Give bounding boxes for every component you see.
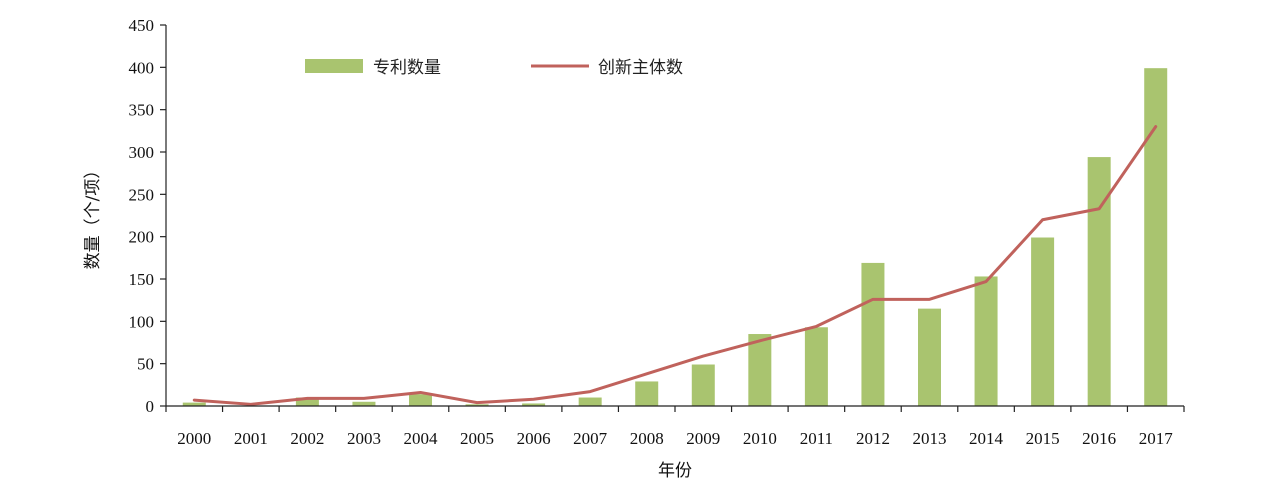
legend-swatch-patents (305, 59, 363, 73)
bar-2000 (182, 402, 206, 406)
y-axis-title: 数量（个/项） (83, 162, 103, 270)
y-tick-label: 50 (137, 355, 154, 374)
y-tick-label: 450 (129, 16, 155, 35)
bar-2004 (409, 394, 432, 406)
y-tick-label: 150 (129, 270, 155, 289)
x-tick-label: 2016 (1082, 429, 1116, 448)
x-tick-label: 2000 (177, 429, 211, 448)
bar-2014 (974, 276, 998, 406)
bar-2011 (804, 327, 828, 406)
bar-2006 (522, 403, 546, 406)
x-tick-label: 2010 (743, 429, 777, 448)
x-tick-label: 2003 (347, 429, 381, 448)
x-tick-label: 2012 (856, 429, 890, 448)
bar-2008 (635, 381, 659, 406)
y-tick-label: 250 (129, 185, 155, 204)
y-tick-label: 0 (146, 397, 155, 416)
line-layer (192, 125, 1158, 406)
x-tick-label: 2007 (573, 429, 608, 448)
bar-2017 (1144, 68, 1168, 407)
x-tick-label: 2014 (969, 429, 1004, 448)
bar-2016 (1087, 157, 1111, 406)
bar-2009 (691, 364, 715, 406)
legend-label-patents: 专利数量 (373, 58, 441, 78)
x-tick-label: 2015 (1026, 429, 1060, 448)
bar-2010 (748, 334, 772, 406)
x-tick-label: 2006 (517, 429, 551, 448)
y-tick-label: 400 (129, 58, 155, 77)
x-tick-label: 2017 (1139, 429, 1174, 448)
x-tick-label: 2009 (686, 429, 720, 448)
legend: 专利数量 创新主体数 (305, 58, 683, 78)
bar-2015 (1031, 237, 1055, 406)
y-tick-label: 200 (129, 228, 155, 247)
bar-2003 (352, 401, 376, 406)
x-tick-label: 2002 (290, 429, 324, 448)
bar-2012 (861, 262, 885, 406)
x-tick-label: 2005 (460, 429, 494, 448)
bar-2007 (578, 397, 602, 406)
y-tick-label: 300 (129, 143, 155, 162)
legend-label-innovators: 创新主体数 (598, 58, 683, 78)
x-tick-label: 2011 (800, 429, 833, 448)
line-innovators (192, 125, 1158, 406)
axes-layer: 0 50 100 150 200 250 300 350 400 450 2000 2001 2002 2… (129, 16, 1185, 448)
bar-2002 (295, 397, 319, 406)
bar-2005 (465, 404, 489, 406)
x-tick-label: 2008 (630, 429, 664, 448)
bar-2013 (918, 308, 941, 406)
x-tick-label: 2004 (404, 429, 439, 448)
x-tick-label: 2001 (234, 429, 268, 448)
y-tick-label: 100 (129, 312, 155, 331)
y-tick-label: 350 (129, 101, 155, 120)
x-axis-title: 年份 (658, 461, 692, 481)
bars-layer (182, 68, 1168, 407)
x-tick-label: 2013 (913, 429, 947, 448)
